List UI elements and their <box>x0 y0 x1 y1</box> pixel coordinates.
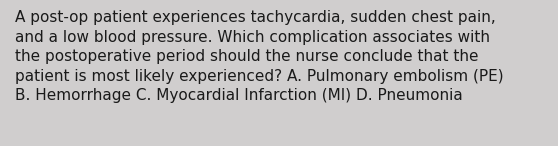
Text: A post-op patient experiences tachycardia, sudden chest pain,
and a low blood pr: A post-op patient experiences tachycardi… <box>15 10 504 103</box>
